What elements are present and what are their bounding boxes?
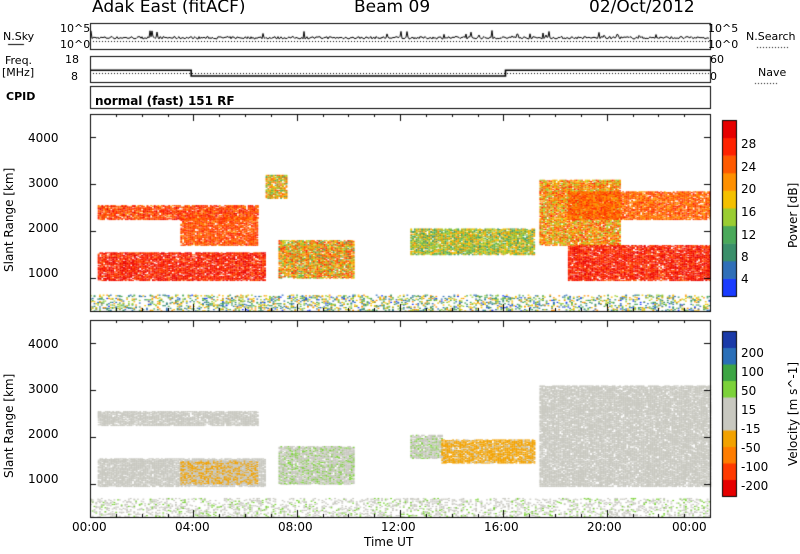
- power-cbar-label: Power [dB]: [786, 182, 800, 248]
- power-ytick-3000: 3000: [28, 176, 59, 190]
- xtick-0: 00:00: [72, 520, 107, 534]
- xtick-4: 16:00: [484, 520, 519, 534]
- power-cbar-tick-16: 16: [741, 205, 757, 219]
- velocity-cbar-tick-m100: -100: [741, 460, 769, 474]
- velocity-cbar-tick-m200: -200: [741, 479, 769, 493]
- velocity-ytick-4000: 4000: [28, 337, 59, 351]
- power-ytick-1000: 1000: [28, 266, 59, 280]
- power-ytick-4000: 4000: [28, 131, 59, 145]
- power-cbar-tick-24: 24: [741, 160, 757, 174]
- date-title: 02/Oct/2012: [589, 0, 695, 17]
- velocity-cbar-tick-50: 50: [741, 384, 757, 398]
- beam-title: Beam 09: [354, 0, 431, 17]
- cpid-label: CPID: [6, 90, 36, 103]
- velocity-ytick-1000: 1000: [28, 472, 59, 486]
- velocity-ylabel: Slant Range [km]: [2, 373, 16, 478]
- velocity-ytick-3000: 3000: [28, 382, 59, 396]
- velocity-cbar-tick-15: 15: [741, 403, 757, 417]
- nsky-label: N.Sky: [3, 30, 35, 43]
- freq-tick-bottom: 8: [71, 70, 78, 83]
- velocity-cbar-tick-m15: -15: [741, 422, 761, 436]
- count-tick-top-left: 10^5: [60, 22, 91, 35]
- count-tick-bottom-left: 10^0: [60, 38, 91, 51]
- power-cbar-tick-8: 8: [741, 250, 749, 264]
- nave-tick-bottom: 0: [710, 70, 717, 83]
- power-ylabel: Slant Range [km]: [2, 167, 16, 272]
- xtick-6: 00:00: [672, 520, 707, 534]
- station-title: Adak East (fitACF): [92, 0, 246, 17]
- xtick-2: 08:00: [278, 520, 313, 534]
- count-tick-top-right: 10^5: [708, 22, 739, 35]
- velocity-ytick-2000: 2000: [28, 427, 59, 441]
- power-ytick-2000: 2000: [28, 221, 59, 235]
- xtick-1: 04:00: [175, 520, 210, 534]
- nsearch-label: N.Search: [746, 30, 796, 43]
- count-tick-bottom-right: 10^0: [708, 38, 739, 51]
- xtick-3: 12:00: [381, 520, 416, 534]
- nave-tick-top: 60: [710, 53, 724, 66]
- x-axis-label: Time UT: [364, 535, 414, 549]
- velocity-cbar-tick-100: 100: [741, 365, 764, 379]
- velocity-cbar-label: Velocity [m s^-1]: [786, 361, 800, 466]
- power-cbar-tick-28: 28: [741, 137, 757, 151]
- velocity-cbar-tick-m50: -50: [741, 441, 761, 455]
- power-cbar-tick-12: 12: [741, 228, 757, 242]
- nave-label: Nave: [758, 66, 787, 79]
- cpid-text: normal (fast) 151 RF: [95, 94, 235, 108]
- freq-unit: [MHz]: [2, 66, 35, 79]
- velocity-cbar-tick-200: 200: [741, 346, 764, 360]
- xtick-5: 20:00: [587, 520, 622, 534]
- power-cbar-tick-4: 4: [741, 272, 749, 286]
- freq-label: Freq.: [5, 54, 33, 67]
- freq-tick-top: 18: [65, 53, 79, 66]
- power-cbar-tick-20: 20: [741, 182, 757, 196]
